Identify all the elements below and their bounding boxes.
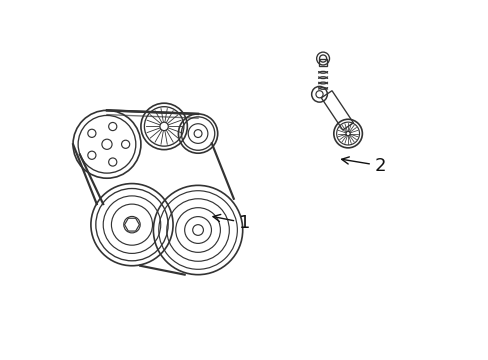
Text: 2: 2 [341,157,386,175]
Text: 1: 1 [213,214,250,232]
